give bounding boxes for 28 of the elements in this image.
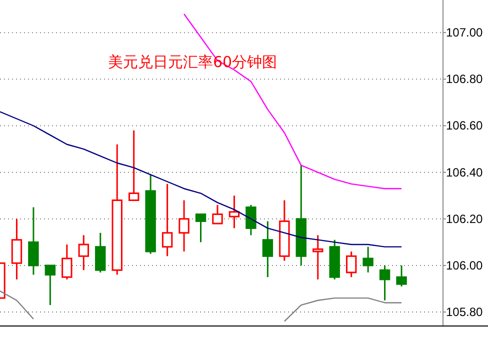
candlestick [246,204,256,236]
y-tick-label: 106.20 [446,212,484,226]
candlestick [228,194,240,229]
candlestick [312,234,324,280]
candlestick [44,264,56,306]
candlestick [78,234,89,271]
line-series [0,111,402,248]
y-tick-label: 106.40 [446,165,484,180]
line-series [183,13,402,190]
candlestick [162,183,173,257]
candlestick [62,244,72,280]
y-tick-label: 106.80 [446,72,484,86]
candlestick [362,246,374,274]
candlestick [346,250,357,278]
candlestick [195,213,206,243]
candlestick [95,232,106,274]
candlestick [379,264,390,302]
candlestick [212,204,223,224]
y-tick-label: 107.00 [446,26,484,40]
candlestick [396,264,407,288]
candlestick [178,200,190,252]
candlestick [11,218,22,280]
y-tick-label: 106.00 [446,258,484,272]
y-tick-label: 105.80 [446,305,484,320]
candlestick [128,130,140,202]
candlestick [28,206,39,276]
y-tick-label: 106.60 [446,118,484,133]
candlestick [262,220,274,278]
